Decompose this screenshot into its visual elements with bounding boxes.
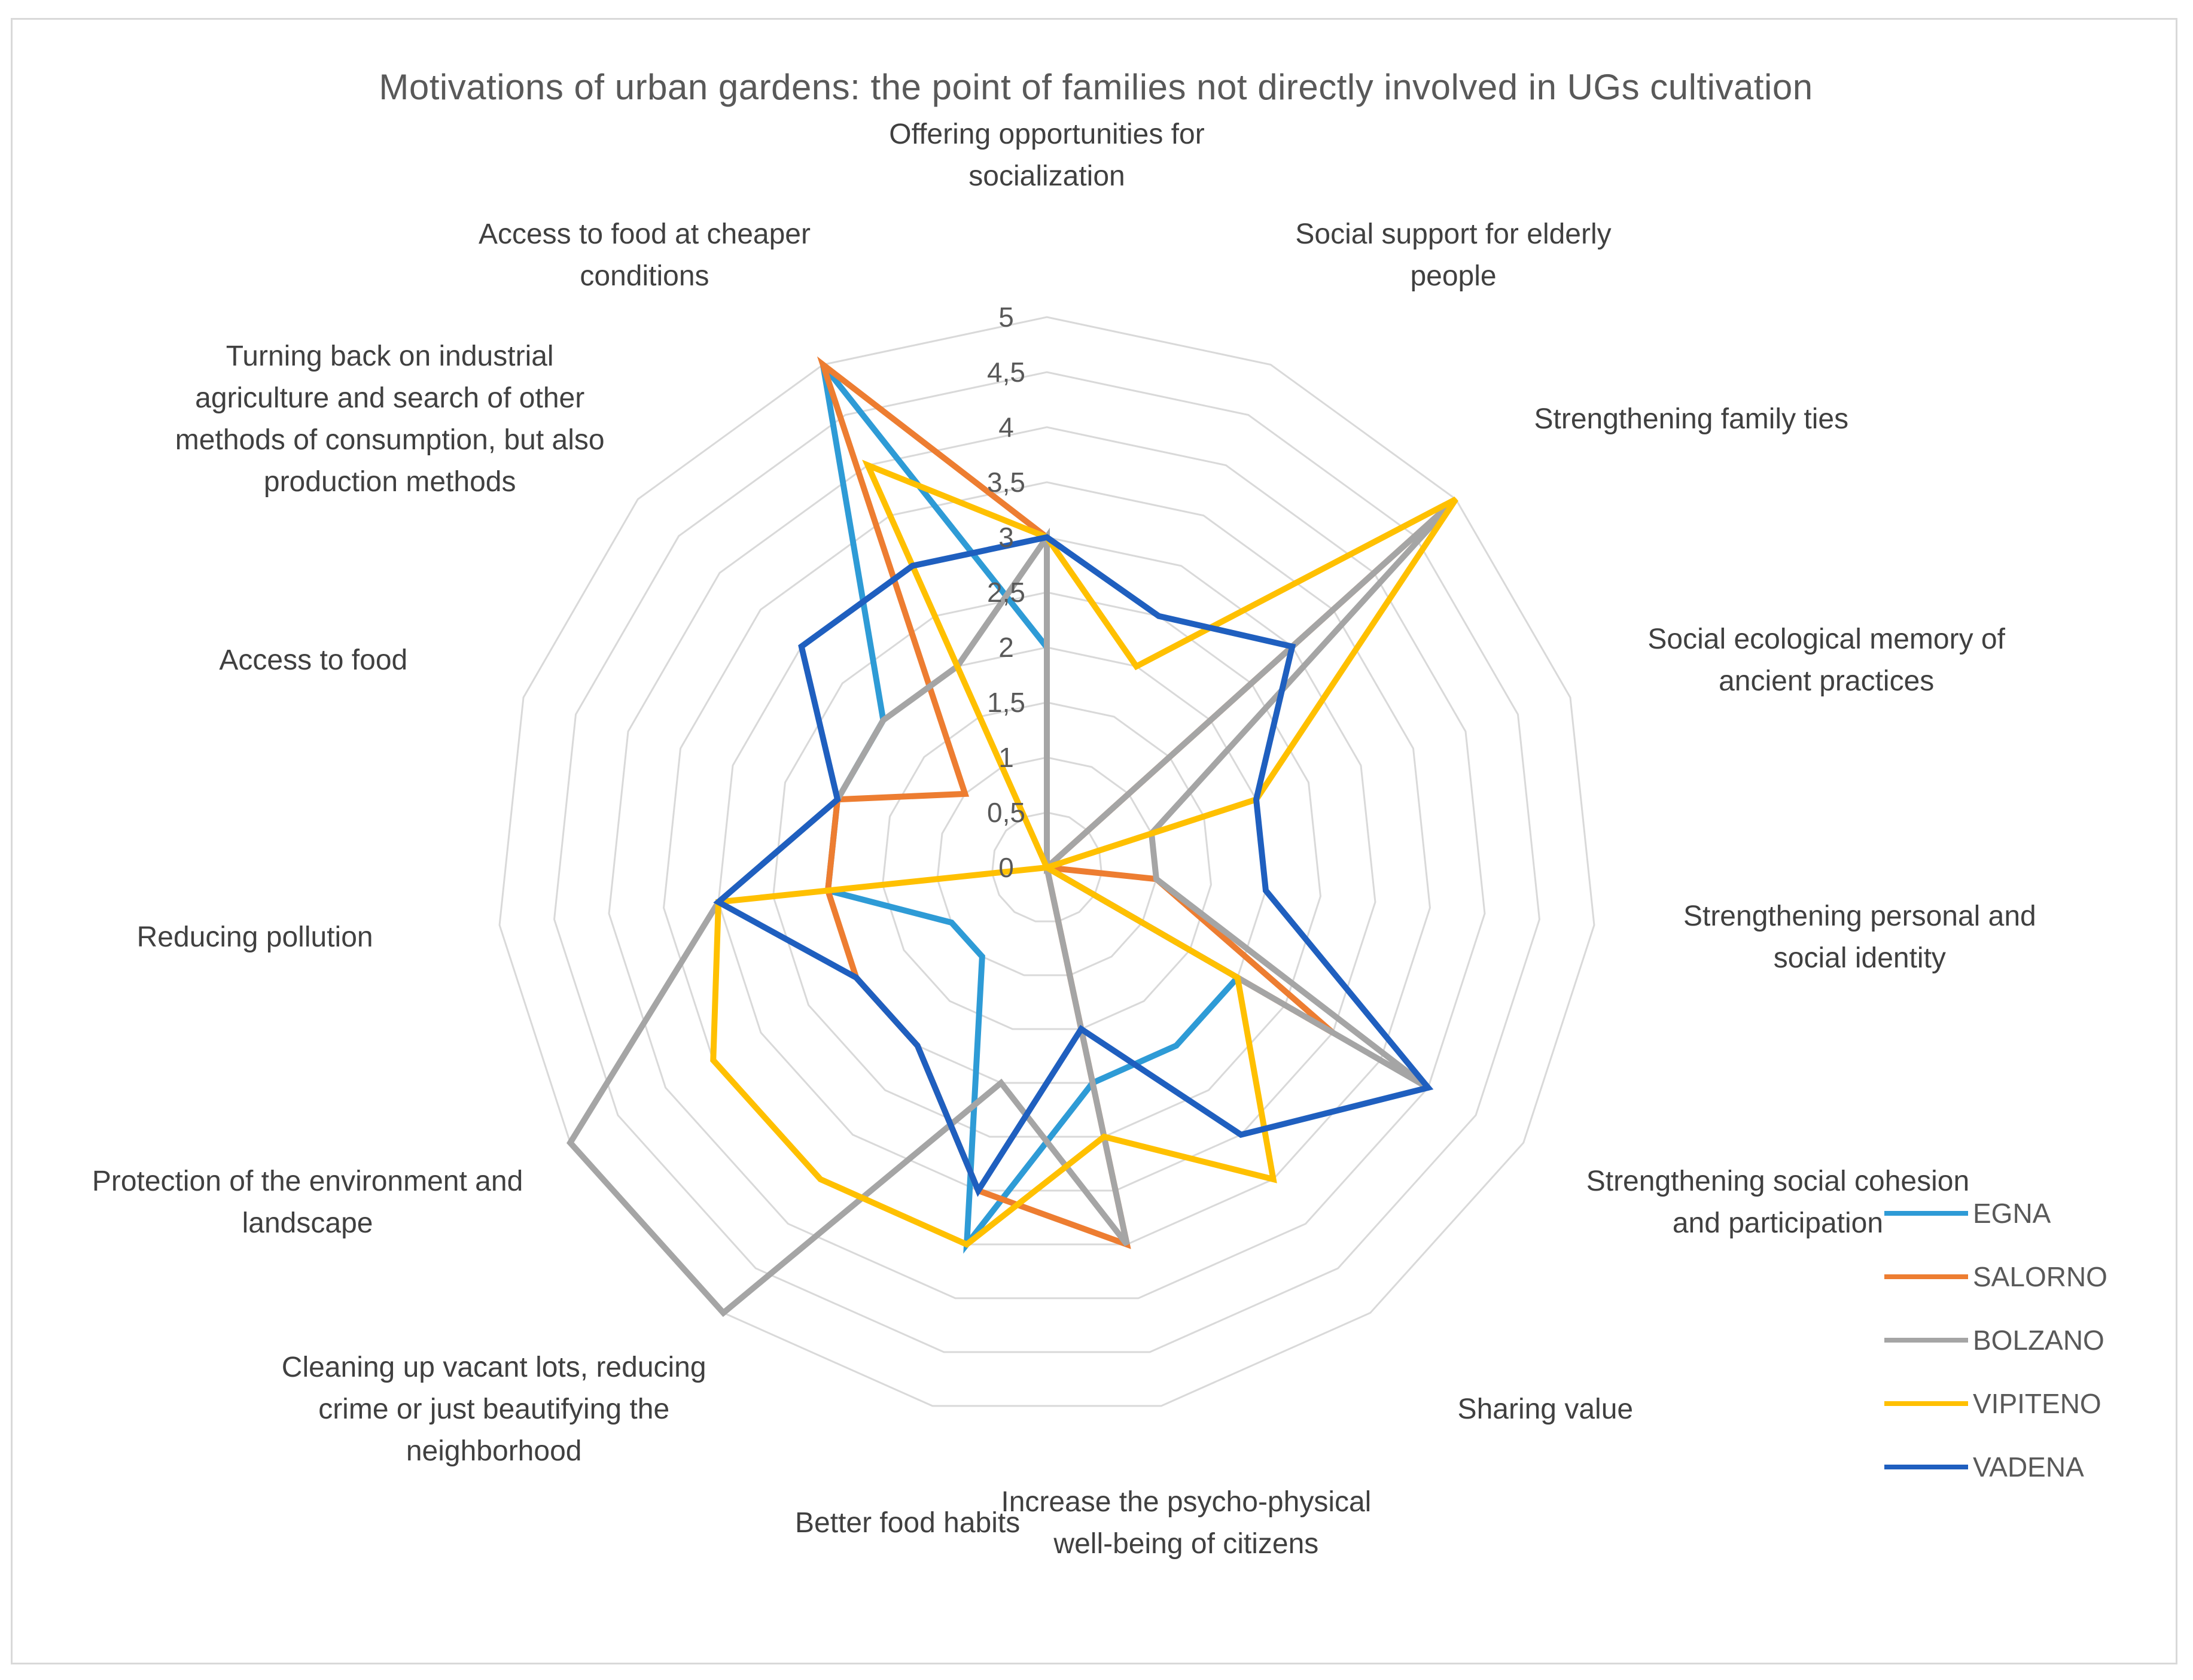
category-label: Sharing value bbox=[1457, 1393, 1634, 1426]
tick-label: 4,5 bbox=[987, 357, 1025, 388]
legend-item: EGNA bbox=[1884, 1182, 2107, 1245]
legend-label: SALORNO bbox=[1973, 1261, 2107, 1292]
tick-label: 3 bbox=[998, 522, 1014, 553]
category-label: Reducing pollution bbox=[136, 921, 373, 954]
legend-item: VIPITENO bbox=[1884, 1372, 2107, 1435]
grid-ring bbox=[663, 481, 1431, 1246]
series-vadena bbox=[713, 534, 1434, 1197]
legend-swatch bbox=[1884, 1274, 1968, 1279]
chart-title: Motivations of urban gardens: the point … bbox=[379, 67, 1813, 107]
category-label: Protection of the environment and landsc… bbox=[92, 1165, 523, 1239]
legend-item: SALORNO bbox=[1884, 1245, 2107, 1308]
tick-label: 1,5 bbox=[987, 687, 1025, 718]
legend-item: BOLZANO bbox=[1884, 1308, 2107, 1372]
tick-label: 4 bbox=[998, 412, 1014, 443]
tick-label: 0,5 bbox=[987, 797, 1025, 828]
series-bolzano bbox=[566, 497, 1458, 1317]
tick-label: 2,5 bbox=[987, 577, 1025, 608]
category-label: Strengthening personal and social identi… bbox=[1683, 900, 2036, 975]
category-label: Cleaning up vacant lots, reducing crime … bbox=[281, 1352, 706, 1468]
category-label: Strengthening family ties bbox=[1534, 403, 1849, 435]
category-label: Social support for elderly people bbox=[1295, 218, 1612, 292]
legend-swatch bbox=[1884, 1401, 1968, 1406]
legend-item: VADENA bbox=[1884, 1435, 2107, 1499]
grid-ring bbox=[936, 756, 1158, 976]
grid-ring bbox=[608, 426, 1486, 1299]
tick-label: 0 bbox=[998, 852, 1014, 883]
series-vipiteno bbox=[710, 459, 1458, 1248]
legend-label: BOLZANO bbox=[1973, 1325, 2104, 1356]
category-label: Offering opportunities for socialization bbox=[889, 118, 1205, 192]
legend-swatch bbox=[1884, 1211, 1968, 1216]
category-label: Access to food at cheaper conditions bbox=[478, 218, 811, 292]
category-label: Turning back on industrial agriculture a… bbox=[175, 340, 605, 498]
legend-label: EGNA bbox=[1973, 1198, 2051, 1229]
grid-ring bbox=[498, 316, 1595, 1407]
legend: EGNA SALORNO BOLZANO VIPITENO VADENA bbox=[1884, 1182, 2107, 1499]
legend-label: VIPITENO bbox=[1973, 1388, 2101, 1419]
category-label: Strengthening social cohesion and partic… bbox=[1586, 1165, 1970, 1239]
tick-label: 3,5 bbox=[987, 467, 1025, 498]
grid-ring bbox=[772, 591, 1322, 1138]
category-label: Social ecological memory of ancient prac… bbox=[1647, 623, 2005, 697]
grid-ring bbox=[991, 811, 1103, 923]
grid-ring bbox=[881, 701, 1213, 1030]
grid-ring bbox=[717, 536, 1376, 1192]
category-label: Increase the psycho-physical well-being … bbox=[1001, 1486, 1372, 1560]
legend-swatch bbox=[1884, 1465, 1968, 1469]
category-label: Access to food bbox=[219, 644, 408, 676]
tick-label: 2 bbox=[998, 632, 1014, 663]
grid-ring bbox=[553, 371, 1540, 1353]
legend-swatch bbox=[1884, 1338, 1968, 1343]
tick-label: 5 bbox=[998, 302, 1014, 333]
legend-label: VADENA bbox=[1973, 1451, 2084, 1483]
category-label: Better food habits bbox=[795, 1506, 1021, 1539]
tick-label: 1 bbox=[998, 742, 1014, 773]
